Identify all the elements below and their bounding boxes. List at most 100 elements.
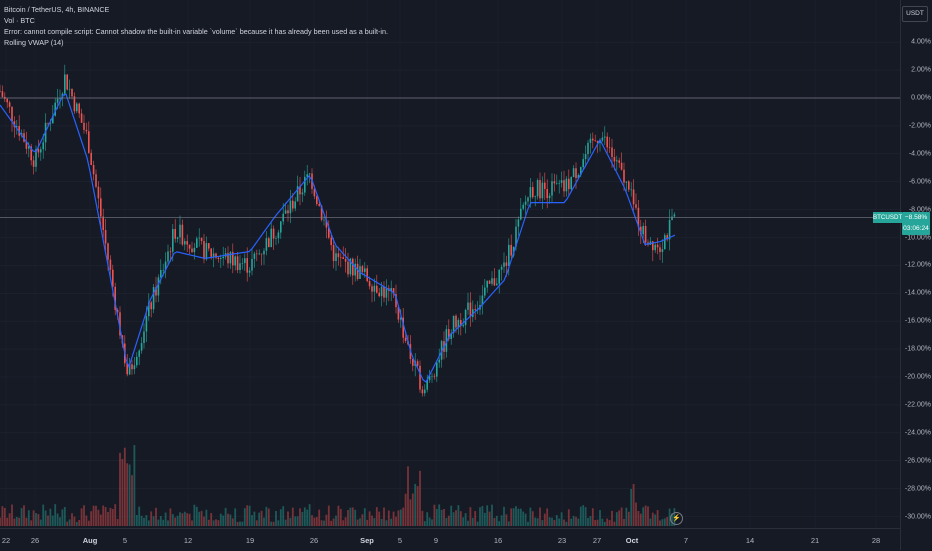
candle-body — [172, 228, 174, 252]
volume-bar — [13, 518, 16, 526]
candle-body — [584, 154, 587, 160]
volume-bar — [584, 507, 587, 526]
candle-body — [654, 244, 656, 251]
volume-bar — [212, 520, 215, 526]
volume-bar — [531, 511, 534, 526]
volume-bar — [371, 515, 373, 526]
volume-bar — [601, 518, 604, 526]
candle-body — [208, 243, 210, 249]
candle-body — [445, 329, 448, 352]
volume-bar — [618, 510, 621, 526]
script-error-message: Error: cannot compile script: Cannot sha… — [4, 27, 388, 36]
candle-body — [620, 162, 623, 170]
candle-body — [131, 364, 133, 370]
candle-body — [95, 174, 97, 187]
time-tick-label: 28 — [871, 536, 881, 545]
candle-body — [474, 309, 476, 311]
vwap-line — [0, 93, 676, 383]
time-tick-label: 22 — [1, 536, 11, 545]
currency-button[interactable]: USDT — [902, 6, 928, 22]
volume-bar — [558, 518, 561, 526]
candle-body — [498, 269, 500, 284]
volume-bar — [150, 511, 153, 526]
volume-bar — [63, 507, 66, 526]
volume-bar — [39, 519, 42, 526]
candle-body — [138, 350, 140, 357]
volume-bar — [234, 508, 237, 526]
candle-body — [162, 269, 164, 271]
candle-body — [596, 141, 599, 143]
candle-body — [661, 249, 664, 253]
volume-bar — [116, 518, 119, 526]
volume-bar — [44, 510, 47, 526]
vwap-indicator-label[interactable]: Rolling VWAP (14) — [4, 38, 64, 47]
symbol-title[interactable]: Bitcoin / TetherUS, 4h, BINANCE — [4, 5, 110, 14]
volume-bar — [78, 520, 81, 526]
time-tick-label: 5 — [122, 536, 128, 545]
candle-body — [92, 164, 95, 175]
go-to-realtime-icon[interactable]: ⚡ — [670, 512, 683, 525]
volume-bar — [191, 520, 193, 526]
volume-bar — [402, 507, 405, 526]
volume-bar — [433, 504, 436, 526]
candle-body — [460, 320, 462, 327]
candle-body — [503, 262, 505, 267]
candle-body — [640, 226, 642, 235]
volume-bar — [243, 508, 246, 526]
candle-body — [116, 309, 119, 313]
candle-body — [140, 343, 143, 351]
candle-body — [337, 253, 340, 258]
candle-body — [611, 147, 613, 157]
candle-body — [304, 176, 306, 193]
time-axis[interactable]: 22 26 Aug 5 12 19 26 Sep 5 9 16 23 27 Oct 7 14 21 28 — [0, 528, 900, 551]
volume-bar — [488, 511, 491, 526]
volume-bar — [491, 504, 493, 526]
candle-body — [368, 281, 371, 287]
candle-body — [49, 123, 52, 124]
candle-body — [625, 181, 628, 183]
price-tick-label: 4.00% — [911, 38, 931, 46]
volume-bar — [87, 520, 90, 526]
candle-body — [11, 106, 13, 122]
volume-bar — [222, 515, 225, 526]
candle-body — [287, 210, 289, 214]
volume-bar — [553, 520, 556, 526]
price-axis[interactable]: 4.00% 2.00% 0.00% -2.00% -4.00% -6.00% -8.00% -… — [900, 0, 932, 550]
volume-bar — [11, 504, 13, 526]
volume-bar — [522, 511, 525, 526]
volume-bar — [126, 463, 129, 526]
volume-bar — [450, 505, 453, 526]
volume-bar — [287, 511, 289, 526]
volume-bar — [265, 506, 268, 526]
volume-bars — [0, 445, 676, 526]
volume-bar — [404, 493, 407, 526]
volume-bar — [613, 521, 616, 526]
time-tick-label: Aug — [82, 536, 98, 545]
volume-bar — [659, 520, 661, 526]
volume-bar — [510, 508, 513, 526]
volume-bar — [594, 520, 597, 526]
candle-body — [76, 103, 78, 112]
chart-pane[interactable]: Bitcoin / TetherUS, 4h, BINANCE Vol · BT… — [0, 0, 900, 528]
candle-body — [455, 315, 457, 328]
candle-body — [356, 263, 359, 279]
candle-body — [277, 232, 280, 239]
volume-bar — [188, 513, 191, 526]
price-tick-label: -28.00% — [904, 485, 931, 493]
candle-body — [644, 226, 647, 243]
volume-indicator-label[interactable]: Vol · BTC — [4, 16, 35, 25]
candle-body — [23, 133, 25, 142]
price-chart[interactable] — [0, 0, 900, 528]
volume-bar — [296, 516, 299, 526]
candle-body — [448, 329, 450, 339]
candle-body — [577, 174, 580, 179]
candle-body — [220, 258, 222, 259]
volume-bar — [306, 509, 309, 526]
volume-bar — [107, 512, 109, 526]
candle-body — [136, 356, 138, 366]
volume-bar — [301, 511, 304, 526]
volume-bar — [611, 510, 613, 526]
volume-bar — [342, 520, 345, 526]
volume-bar — [143, 517, 145, 526]
candle-body — [210, 248, 212, 257]
